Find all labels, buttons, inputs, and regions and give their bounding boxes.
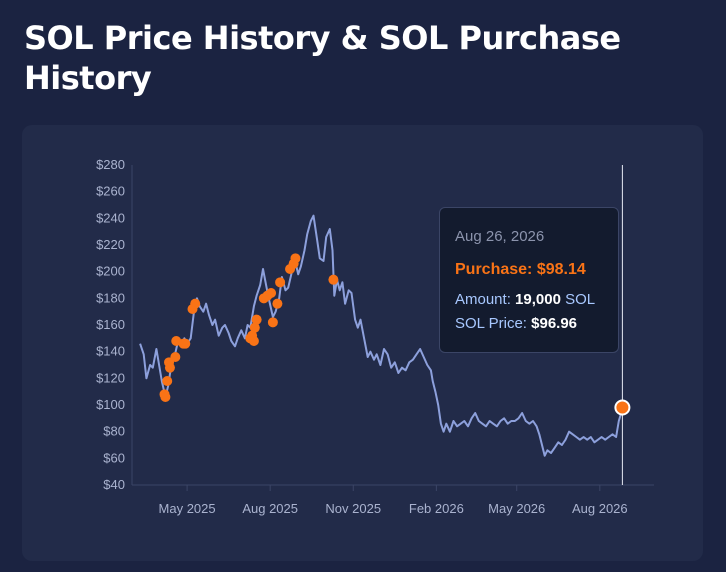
x-tick-label: May 2026 [488, 501, 545, 516]
tooltip-date: Aug 26, 2026 [455, 228, 545, 245]
y-tick-label: $80 [103, 424, 125, 439]
x-tick-label: Aug 2026 [572, 501, 628, 516]
x-tick-label: Feb 2026 [409, 501, 464, 516]
purchase-point [251, 314, 262, 325]
y-axis: $40 $60 $80 $100 $120 $140 $160 $180 $200 $220 $24… [96, 157, 125, 492]
purchase-point [272, 298, 283, 309]
y-tick-label: $60 [103, 450, 125, 465]
purchase-point [328, 274, 339, 285]
purchase-point [170, 352, 181, 362]
y-tick-label: $140 [96, 344, 125, 359]
tooltip-purchase: Purchase: $98.14 [455, 261, 586, 279]
x-tick-label: May 2025 [159, 501, 216, 516]
purchase-point [160, 392, 171, 402]
tooltip-purchase-label: Purchase: [455, 261, 537, 278]
purchase-point [266, 288, 277, 298]
x-tick-label: Nov 2025 [325, 501, 381, 516]
y-tick-label: $100 [96, 397, 125, 412]
tooltip-purchase-value: $98.14 [536, 261, 586, 278]
purchase-point [180, 338, 191, 349]
purchase-point [164, 362, 175, 373]
y-tick-label: $180 [96, 290, 125, 305]
tooltip-amount-label: Amount: [455, 291, 516, 308]
y-tick-label: $220 [96, 237, 125, 252]
page-title: SOL Price History & SOL Purchase History [24, 19, 621, 97]
x-axis: May 2025 Aug 2025 Nov 2025 Feb 2026 May 2026… [159, 485, 628, 516]
tooltip-amount-value: 19,000 [515, 291, 561, 308]
tooltip-price: SOL Price: $96.96 [455, 315, 577, 332]
tooltip-amount-unit: SOL [560, 291, 596, 308]
purchase-point [267, 317, 278, 328]
tooltip-price-label: SOL Price: [455, 315, 532, 332]
purchase-point [275, 277, 286, 288]
purchase-point [290, 253, 301, 264]
purchase-series [159, 253, 631, 416]
purchase-point [249, 322, 260, 333]
y-tick-label: $280 [96, 157, 125, 172]
tooltip-price-value: $96.96 [531, 315, 578, 332]
y-tick-label: $240 [96, 210, 125, 225]
tooltip-amount: Amount: 19,000 SOL [455, 291, 595, 308]
y-tick-label: $160 [96, 317, 125, 332]
purchase-point [190, 298, 201, 309]
y-tick-label: $260 [96, 184, 125, 199]
purchase-point [248, 336, 259, 346]
chart-tooltip: Aug 26, 2026 Purchase: $98.14 Amount: 19… [439, 207, 619, 353]
purchase-point-active [614, 399, 631, 416]
y-tick-label: $40 [103, 477, 125, 492]
y-tick-label: $200 [96, 264, 125, 279]
y-tick-label: $120 [96, 370, 125, 385]
purchase-point [162, 376, 173, 386]
price-series-line [139, 214, 624, 457]
x-tick-label: Aug 2025 [242, 501, 298, 516]
